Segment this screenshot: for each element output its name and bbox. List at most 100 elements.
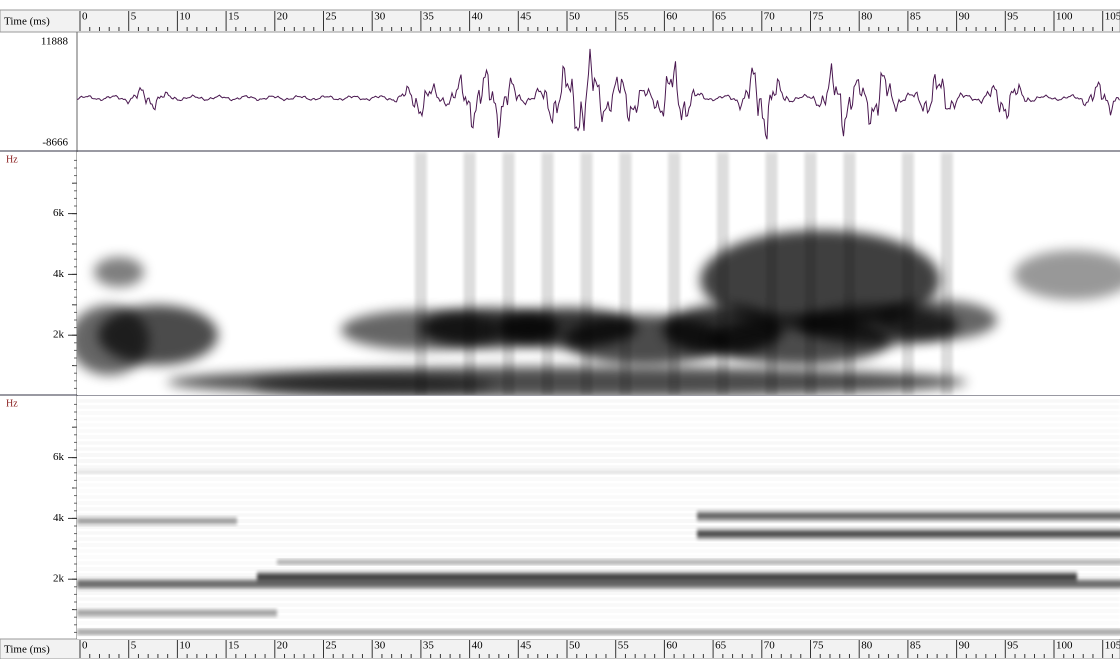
- freq-tick-label: 4k: [53, 512, 65, 524]
- harmonic: [77, 424, 1120, 426]
- ruler-tick-label: 70: [764, 640, 776, 652]
- harmonic-band: [697, 512, 1120, 520]
- harmonic: [77, 448, 1120, 450]
- harmonic: [77, 568, 1120, 570]
- ruler-tick-label: 40: [472, 11, 484, 23]
- ruler-tick-label: 80: [861, 640, 873, 652]
- harmonic: [77, 556, 1120, 558]
- harmonic: [77, 484, 1120, 486]
- harmonic-band: [77, 630, 1120, 634]
- ruler-tick-label: 105: [1105, 11, 1120, 23]
- harmonic: [77, 544, 1120, 546]
- ruler-tick-label: 20: [277, 640, 289, 652]
- glottal-striation: [941, 152, 953, 395]
- glottal-striation: [503, 152, 515, 395]
- harmonic: [77, 550, 1120, 552]
- freq-tick-label: 4k: [53, 268, 65, 280]
- glottal-striation: [542, 152, 554, 395]
- harmonic-band: [77, 580, 1120, 588]
- waveform-max-label: 11888: [41, 36, 69, 48]
- ruler-tick-label: 30: [374, 11, 386, 23]
- freq-tick-label: 2k: [53, 329, 65, 341]
- harmonic: [77, 478, 1120, 480]
- harmonic: [77, 460, 1120, 462]
- harmonic: [77, 466, 1120, 468]
- glottal-striation: [580, 152, 592, 395]
- frequency-unit: Hz: [6, 398, 18, 409]
- waveform-min-label: -8666: [42, 137, 68, 149]
- ruler-tick-label: 0: [82, 11, 88, 23]
- harmonic: [77, 592, 1120, 594]
- ruler-tick-label: 80: [861, 11, 873, 23]
- freq-tick-label: 6k: [53, 451, 65, 463]
- ruler-tick-label: 100: [1056, 11, 1073, 23]
- ruler-tick-label: 0: [82, 640, 88, 652]
- ruler-tick-label: 65: [715, 640, 727, 652]
- harmonic: [77, 604, 1120, 606]
- ruler-tick-label: 10: [179, 640, 191, 652]
- ruler-tick-label: 90: [959, 640, 971, 652]
- speech-analysis-window: Time (ms) Time (ms) 11888 -8666 Hz Hz 05…: [0, 0, 1120, 659]
- harmonic: [77, 442, 1120, 444]
- ruler-tick-label: 30: [374, 640, 386, 652]
- ruler-tick-label: 60: [666, 11, 678, 23]
- harmonic: [77, 616, 1120, 618]
- harmonic-band: [257, 573, 1077, 581]
- glottal-striation: [464, 152, 476, 395]
- harmonic: [77, 634, 1120, 636]
- ruler-tick-label: 45: [520, 11, 532, 23]
- ruler-tick-label: 95: [1007, 11, 1019, 23]
- ruler-tick-label: 40: [472, 640, 484, 652]
- ruler-tick-label: 75: [813, 11, 825, 23]
- formant-energy: [700, 230, 940, 330]
- ruler-tick-label: 15: [228, 640, 240, 652]
- ruler-tick-label: 100: [1056, 640, 1073, 652]
- ruler-tick-label: 20: [277, 11, 289, 23]
- harmonic: [77, 508, 1120, 510]
- harmonic-band: [697, 530, 1120, 538]
- formant-energy: [98, 305, 218, 365]
- harmonic: [77, 454, 1120, 456]
- ruler-tick-label: 5: [131, 640, 137, 652]
- ruler-tick-label: 85: [910, 11, 922, 23]
- ruler-tick-label: 5: [131, 11, 137, 23]
- ruler-tick-label: 70: [764, 11, 776, 23]
- harmonic: [77, 406, 1120, 408]
- harmonic-band: [77, 518, 237, 524]
- ruler-tick-label: 65: [715, 11, 727, 23]
- harmonic: [77, 496, 1120, 498]
- ruler-tick-label: 10: [179, 11, 191, 23]
- ruler-tick-label: 35: [423, 640, 435, 652]
- freq-tick-label: 2k: [53, 573, 65, 585]
- formant-energy: [252, 375, 492, 395]
- harmonic: [77, 622, 1120, 624]
- frequency-unit: Hz: [6, 154, 18, 165]
- harmonic: [77, 598, 1120, 600]
- ruler-tick-label: 50: [569, 640, 581, 652]
- ruler-tick-label: 25: [326, 640, 338, 652]
- harmonic-band: [77, 610, 277, 616]
- harmonic: [77, 400, 1120, 402]
- narrowband-spectrogram: [77, 396, 1120, 639]
- wideband-spectrogram: [69, 152, 1120, 397]
- ruler-tick-label: 45: [520, 640, 532, 652]
- harmonic: [77, 628, 1120, 630]
- formant-energy: [94, 257, 144, 287]
- ruler-tick-label: 55: [618, 640, 630, 652]
- ruler-tick-label: 105: [1105, 640, 1120, 652]
- ruler-tick-label: 35: [423, 11, 435, 23]
- ruler-tick-label: 95: [1007, 640, 1019, 652]
- time-axis-label: Time (ms): [4, 644, 50, 656]
- harmonic: [77, 418, 1120, 420]
- ruler-tick-label: 55: [618, 11, 630, 23]
- ruler-tick-label: 15: [228, 11, 240, 23]
- ruler-tick-label: 60: [666, 640, 678, 652]
- ruler-tick-label: 25: [326, 11, 338, 23]
- ruler-tick-label: 90: [959, 11, 971, 23]
- harmonic: [77, 502, 1120, 504]
- freq-tick-label: 6k: [53, 207, 65, 219]
- harmonic-band: [77, 470, 1120, 473]
- ruler-tick-label: 75: [813, 640, 825, 652]
- harmonic: [77, 436, 1120, 438]
- harmonic: [77, 526, 1120, 528]
